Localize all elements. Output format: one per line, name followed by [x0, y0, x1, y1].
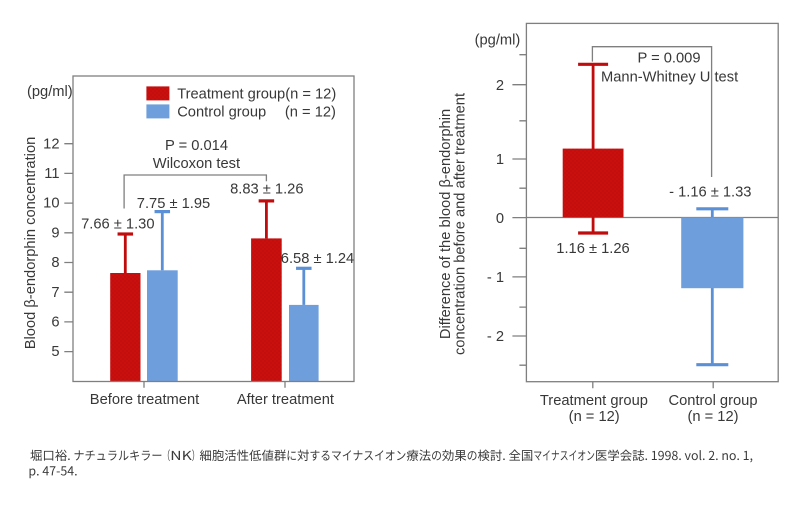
svg-text:Treatment group: Treatment group — [540, 393, 648, 409]
svg-text:12: 12 — [43, 136, 59, 152]
svg-text:Difference of the blood β-endo: Difference of the blood β-endorphin — [438, 109, 454, 339]
svg-text:(pg/ml): (pg/ml) — [27, 84, 73, 100]
svg-text:concentration before and after: concentration before and after treatment — [452, 93, 468, 355]
svg-text:- 2: - 2 — [487, 329, 504, 345]
svg-text:Blood β-endorphin concentratio: Blood β-endorphin concentration — [23, 137, 39, 350]
svg-text:1.16 ± 1.26: 1.16 ± 1.26 — [556, 241, 629, 257]
svg-text:8.83 ± 1.26: 8.83 ± 1.26 — [230, 182, 303, 198]
svg-text:5: 5 — [51, 344, 59, 360]
svg-text:After treatment: After treatment — [237, 392, 334, 408]
svg-text:- 1.16 ± 1.33: - 1.16 ± 1.33 — [669, 185, 751, 201]
svg-text:Mann-Whitney U test: Mann-Whitney U test — [601, 70, 738, 86]
svg-text:0: 0 — [496, 211, 504, 227]
svg-text:9: 9 — [51, 225, 59, 241]
svg-text:11: 11 — [44, 166, 59, 182]
svg-text:1: 1 — [496, 152, 504, 168]
svg-text:7.75 ± 1.95: 7.75 ± 1.95 — [137, 196, 210, 212]
svg-text:(n = 12): (n = 12) — [687, 409, 738, 425]
svg-text:10: 10 — [43, 196, 59, 212]
svg-text:6.58 ± 1.24: 6.58 ± 1.24 — [281, 251, 354, 267]
svg-text:- 1: - 1 — [487, 270, 504, 286]
svg-text:(pg/ml): (pg/ml) — [475, 33, 521, 49]
svg-text:7: 7 — [51, 285, 59, 301]
svg-text:(n = 12): (n = 12) — [569, 409, 620, 425]
svg-text:Control group: Control group — [177, 105, 266, 121]
svg-text:7.66 ± 1.30: 7.66 ± 1.30 — [81, 216, 154, 232]
svg-text:(n = 12): (n = 12) — [285, 105, 336, 121]
svg-text:Treatment group(n = 12): Treatment group(n = 12) — [177, 87, 336, 103]
svg-text:6: 6 — [51, 315, 59, 331]
svg-text:Control group: Control group — [669, 393, 758, 409]
svg-text:Wilcoxon test: Wilcoxon test — [153, 156, 240, 172]
svg-text:P = 0.014: P = 0.014 — [165, 138, 228, 154]
svg-text:8: 8 — [51, 255, 59, 271]
svg-text:P = 0.009: P = 0.009 — [637, 51, 700, 67]
svg-text:Before treatment: Before treatment — [90, 392, 199, 408]
svg-text:2: 2 — [496, 78, 504, 94]
